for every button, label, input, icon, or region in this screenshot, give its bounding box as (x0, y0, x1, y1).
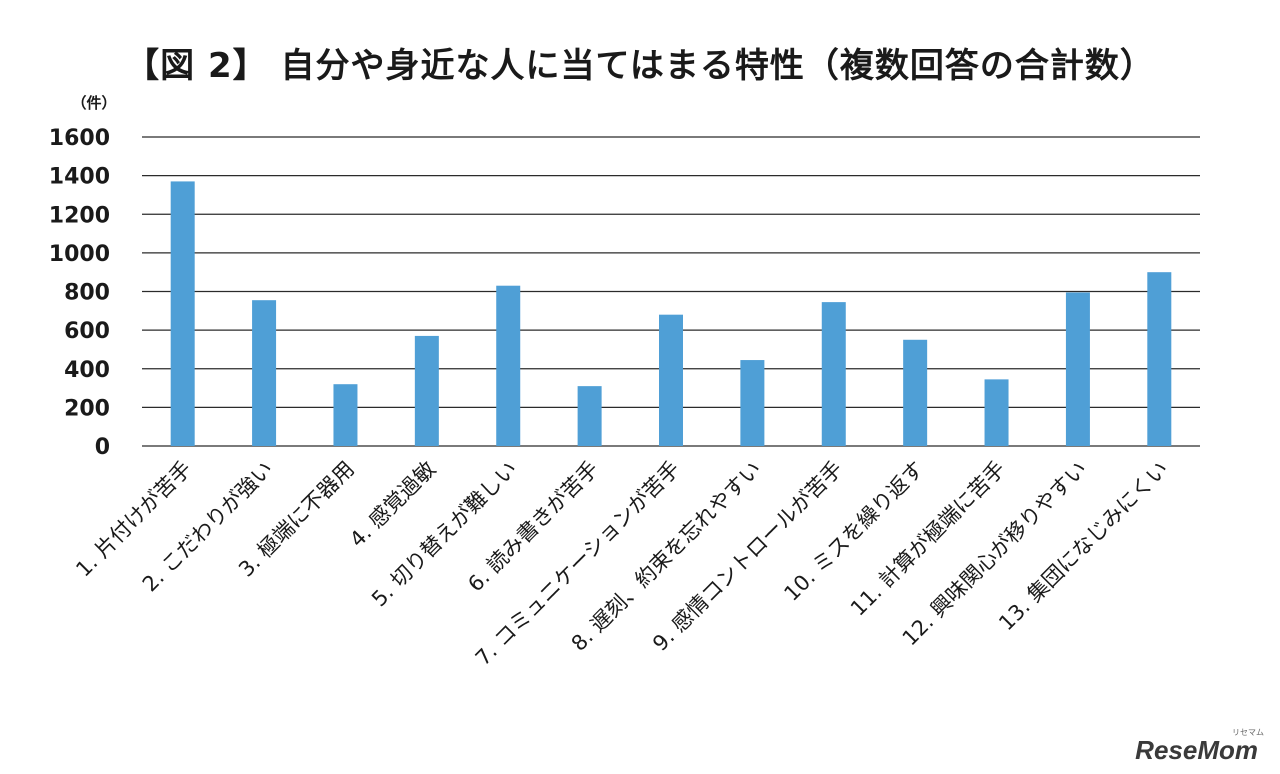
y-axis-unit-label: （件） (71, 94, 116, 112)
bar (577, 386, 602, 446)
y-tick-label: 1000 (49, 242, 110, 267)
bar (414, 335, 439, 446)
y-tick-label: 800 (64, 281, 110, 306)
x-tick-label: 13. 集団になじみにくい (994, 457, 1173, 636)
bar (170, 181, 195, 446)
logo-subtext: リセマム (1232, 728, 1264, 737)
y-axis-ticks: 0 200 400 600 800 1000 1200 1400 1600 (49, 126, 110, 460)
bar (252, 300, 277, 446)
y-tick-label: 1600 (49, 126, 110, 151)
bar (740, 360, 765, 446)
y-tick-label: 0 (95, 435, 110, 460)
x-tick-label: 11. 計算が極端に苦手 (846, 457, 1010, 621)
bar (333, 384, 358, 446)
bar (1147, 272, 1172, 446)
chart-title: 【図 2】 自分や身近な人に当てはまる特性（複数回答の合計数） (125, 46, 1155, 86)
bars (170, 181, 1172, 446)
bar (659, 314, 683, 446)
x-tick-label: 10. ミスを繰り返す (779, 457, 928, 606)
bar (1065, 292, 1090, 446)
y-tick-label: 400 (64, 358, 110, 383)
bar (984, 379, 1009, 446)
bar (903, 339, 928, 446)
x-tick-label: 5. 切り替えが難しい (367, 457, 522, 612)
resemom-logo: ReseMom (1135, 735, 1258, 765)
bar (821, 302, 846, 446)
y-tick-label: 1200 (49, 203, 110, 228)
y-tick-label: 1400 (49, 165, 110, 190)
y-tick-label: 200 (64, 396, 110, 421)
bar (496, 285, 521, 446)
y-tick-label: 600 (64, 319, 110, 344)
